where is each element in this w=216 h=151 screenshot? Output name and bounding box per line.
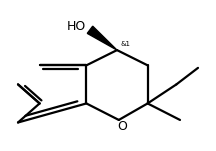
Text: &1: &1 [120,41,130,47]
Text: O: O [117,120,127,133]
Polygon shape [87,26,117,50]
Text: HO: HO [67,20,86,33]
